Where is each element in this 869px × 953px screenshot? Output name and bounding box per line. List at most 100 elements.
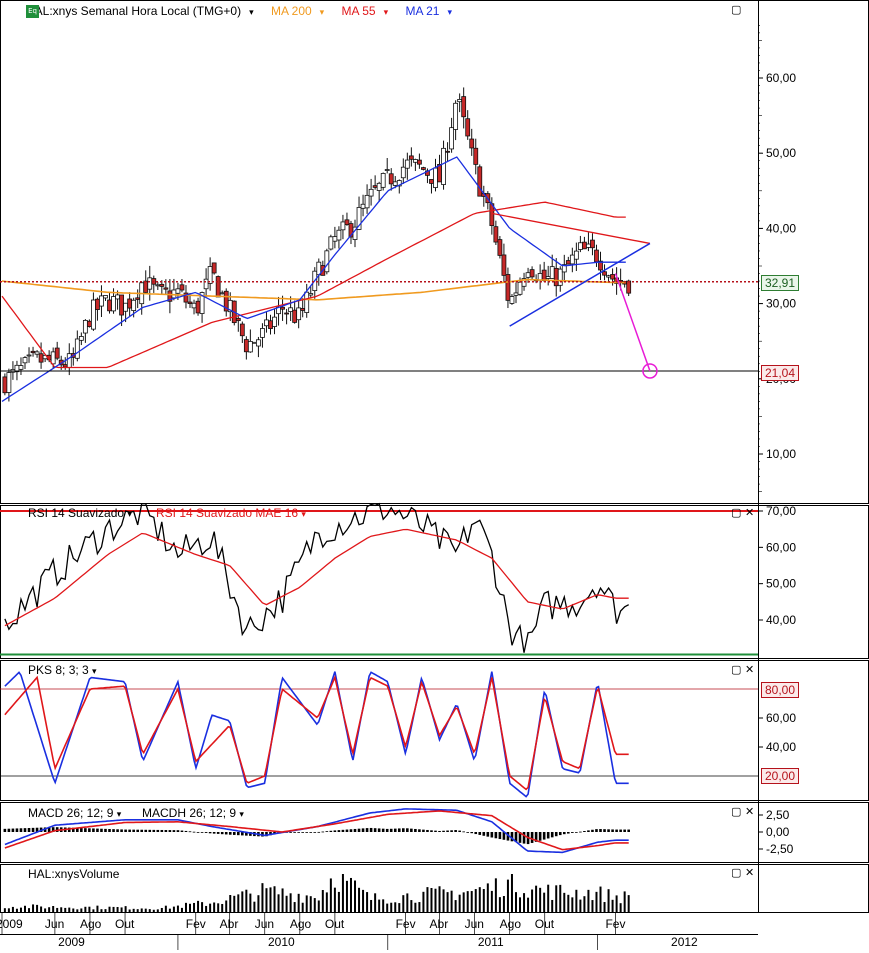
macd-label[interactable]: MACD 26; 12; 9 ▾: [28, 806, 122, 820]
ma55-legend[interactable]: MA 55: [341, 4, 376, 18]
volume-bar: [92, 909, 95, 912]
macd-maximize-icon[interactable]: ▢: [731, 805, 742, 818]
macd-close-icon[interactable]: ✕: [745, 805, 755, 818]
candle-body: [239, 323, 245, 337]
month-label: Out: [325, 917, 345, 931]
volume-bar: [52, 905, 55, 912]
pks-close-icon[interactable]: ✕: [745, 663, 755, 676]
macd-axis-label: -2,50: [766, 842, 794, 856]
candle-body: [606, 275, 611, 278]
volume-bar: [450, 890, 453, 912]
candle-body: [602, 271, 607, 276]
candle-body: [264, 319, 269, 327]
macdh-bar: [414, 828, 417, 832]
macdh-bar: [321, 831, 325, 833]
symbol-title[interactable]: HAL:xnys Semanal Hora Local (TMG+0): [26, 4, 242, 18]
volume-bar: [583, 896, 586, 912]
volume-bar: [595, 891, 598, 912]
macdh-bar: [208, 832, 212, 834]
macdh-bar: [627, 829, 630, 832]
macdh-bar: [51, 827, 55, 832]
macdh-bar: [357, 828, 361, 832]
volume-bar: [539, 887, 542, 912]
candle-body: [537, 273, 543, 281]
candle-body: [376, 182, 382, 191]
candle-body: [159, 283, 165, 287]
rsi-maximize-icon[interactable]: ▢: [731, 506, 742, 519]
macdh-bar: [23, 828, 27, 832]
volume-bar: [321, 890, 324, 912]
pks-label[interactable]: PKS 8; 3; 3 ▾: [28, 663, 97, 677]
volume-bar: [470, 891, 473, 912]
macdh-bar: [373, 828, 377, 832]
macdh-bar: [595, 829, 598, 832]
volume-bar: [414, 902, 417, 912]
candle-body: [384, 169, 390, 171]
pks-upper-tag: 80,00: [761, 682, 800, 698]
candles: [2, 87, 632, 402]
macdh-bar: [7, 828, 11, 832]
macdh-bar: [160, 829, 164, 832]
macdh-bar: [506, 832, 510, 841]
macdh-bar: [249, 832, 252, 836]
volume-bar: [519, 897, 522, 912]
volume-bar: [510, 874, 513, 912]
volume-bar: [422, 891, 425, 912]
volume-bar: [124, 906, 127, 912]
pks-maximize-icon[interactable]: ▢: [731, 663, 742, 676]
macdh-bar: [140, 829, 144, 832]
volume-bar: [551, 899, 554, 912]
macdh-bar: [168, 830, 172, 832]
volume-bar: [221, 903, 224, 912]
equity-badge-icon: Eq: [26, 5, 39, 18]
ma21-legend[interactable]: MA 21: [405, 4, 440, 18]
ma200-dropdown-icon[interactable]: ▾: [319, 7, 325, 17]
rsi-label[interactable]: RSI 14 Suavizado ▾: [28, 506, 132, 520]
volume-bar: [430, 888, 433, 912]
month-label: 2009: [0, 917, 23, 931]
macdh-bar: [345, 829, 349, 832]
candle-body: [143, 280, 149, 293]
volume-bar: [64, 907, 67, 912]
volume-close-icon[interactable]: ✕: [745, 866, 755, 879]
price-axis-label: 50,00: [766, 146, 796, 160]
ma21-dropdown-icon[interactable]: ▾: [447, 7, 453, 17]
main-maximize-icon[interactable]: ▢: [731, 3, 742, 16]
ma55-line: [1, 201, 626, 369]
candle-body: [195, 300, 201, 314]
volume-bar: [233, 895, 236, 912]
volume-bar: [386, 903, 389, 912]
macdh-label[interactable]: MACDH 26; 12; 9 ▾: [142, 806, 244, 820]
symbol-dropdown-icon[interactable]: ▾: [249, 7, 254, 17]
macdh-bar: [349, 829, 353, 832]
volume-label[interactable]: HAL:xnysVolume: [28, 867, 120, 881]
macdh-bar: [71, 827, 75, 832]
volume-maximize-icon[interactable]: ▢: [731, 866, 742, 879]
month-label: Fev: [396, 917, 416, 931]
macdh-bar: [474, 832, 478, 835]
macdh-bar: [293, 832, 296, 833]
volume-bar: [261, 883, 264, 912]
macdh-bar: [490, 832, 494, 838]
price-axis-label: 60,00: [766, 71, 796, 85]
ma55-dropdown-icon[interactable]: ▾: [383, 7, 389, 17]
candle-body: [598, 260, 603, 271]
volume-bar: [603, 902, 606, 912]
candle-body: [412, 159, 418, 163]
volume-bar: [229, 895, 232, 912]
rsi-close-icon[interactable]: ✕: [745, 506, 755, 519]
pks-axis-label: 40,00: [766, 740, 796, 754]
macdh-bar: [144, 829, 148, 832]
macdh-bar: [305, 832, 309, 833]
volume-bar: [3, 908, 6, 912]
macdh-bar: [369, 827, 373, 832]
candle-body: [344, 219, 350, 226]
macdh-bar: [558, 832, 562, 836]
candle-body: [501, 254, 507, 276]
volume-bar: [217, 903, 220, 912]
candle-body: [163, 287, 169, 290]
pks-d-line: [4, 674, 629, 791]
ma200-legend[interactable]: MA 200: [270, 4, 312, 18]
rsi-ma-label[interactable]: RSI 14 Suavizado MAE 16 ▾: [156, 506, 306, 520]
candle-body: [590, 239, 595, 249]
